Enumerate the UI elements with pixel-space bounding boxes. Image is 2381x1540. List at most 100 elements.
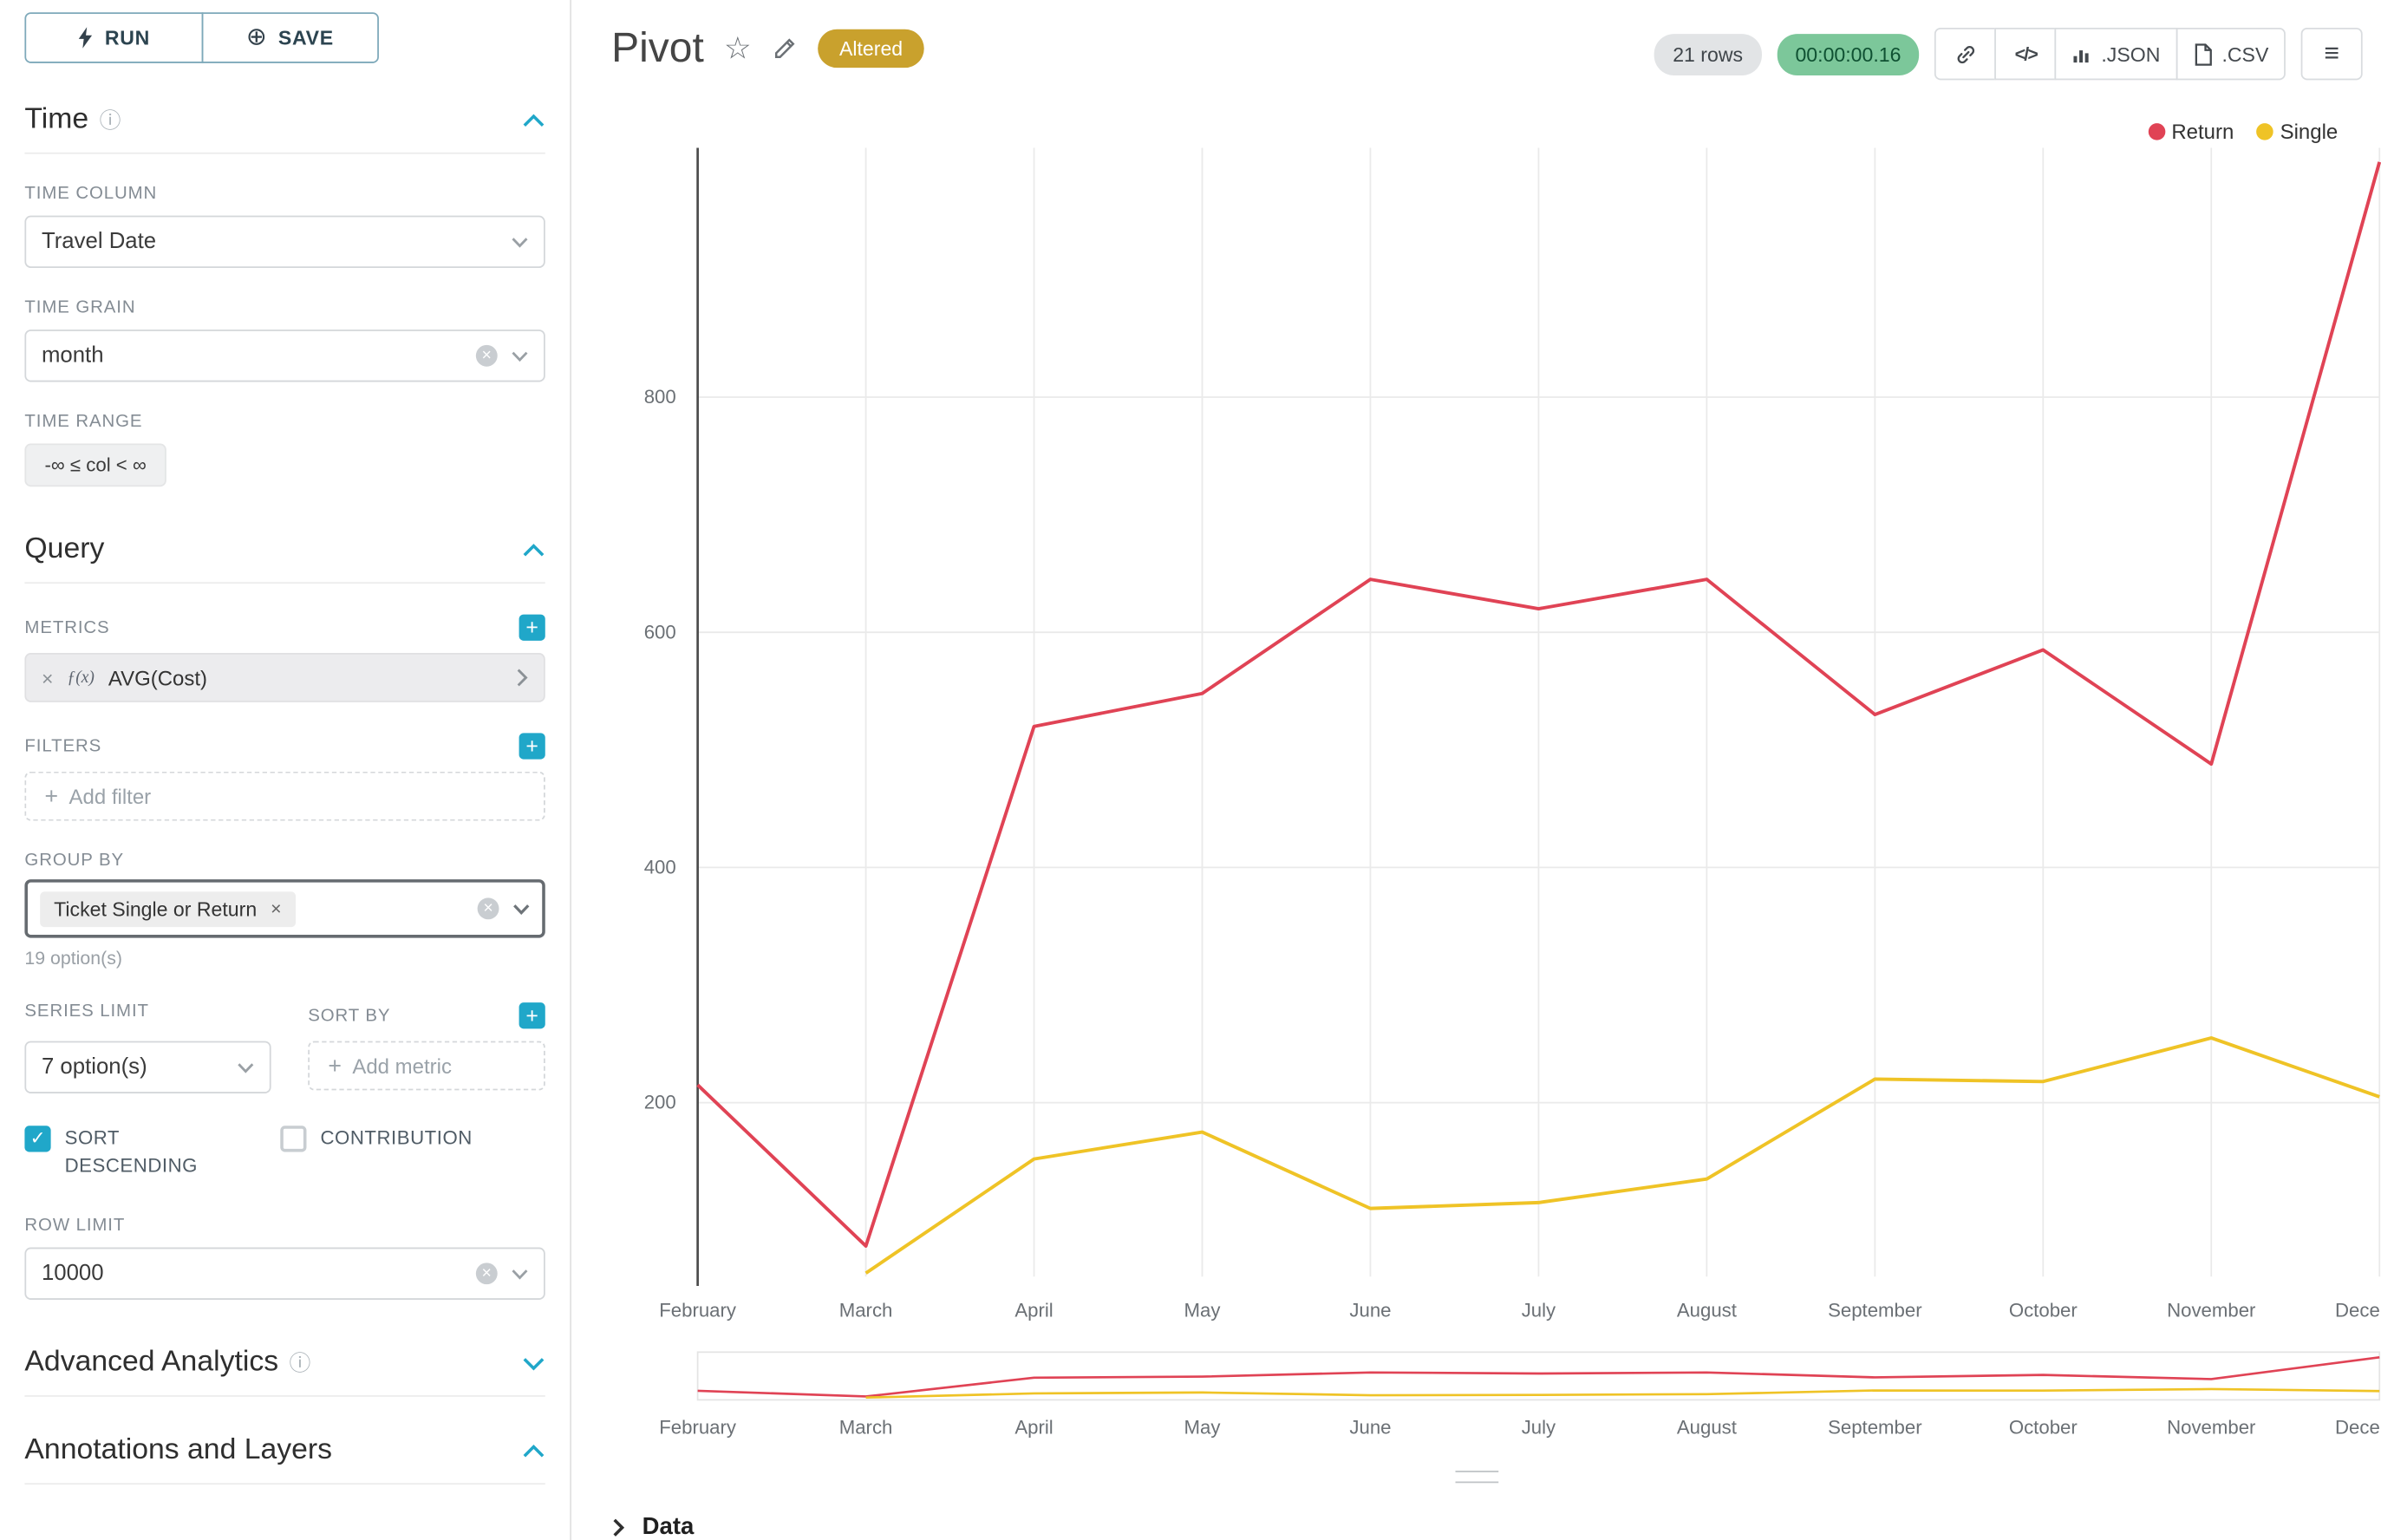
edit-pencil-icon[interactable]: [772, 36, 798, 62]
chart-header: Pivot ☆ Altered: [611, 24, 925, 72]
chevron-down-icon: [512, 350, 528, 362]
svg-text:October: October: [2009, 1416, 2078, 1438]
sort-descending-checkbox[interactable]: ✓ SORT DESCENDING: [24, 1124, 221, 1179]
add-filter-plus-button[interactable]: +: [519, 733, 545, 760]
time-column-select[interactable]: Travel Date: [24, 215, 545, 269]
svg-text:May: May: [1184, 1416, 1222, 1438]
range-selector-minimap[interactable]: February March April May June July August Septe…: [571, 1349, 2381, 1445]
group-by-options-hint: 19 option(s): [24, 947, 122, 969]
chevron-up-icon: [522, 543, 545, 557]
query-section-header[interactable]: Query: [24, 532, 545, 584]
metrics-header-row: METRICS +: [24, 614, 545, 641]
time-section-header[interactable]: Time ⓘ: [24, 103, 545, 154]
svg-text:December: December: [2335, 1416, 2381, 1438]
svg-text:June: June: [1349, 1416, 1391, 1438]
svg-text:March: March: [839, 1416, 893, 1438]
svg-text:May: May: [1184, 1299, 1222, 1321]
filters-label: FILTERS: [24, 736, 102, 756]
export-csv-button[interactable]: .CSV: [2176, 27, 2286, 81]
chart-legend: Return Single: [2148, 121, 2338, 143]
time-range-label: TIME RANGE: [24, 412, 143, 432]
time-grain-label: TIME GRAIN: [24, 298, 136, 317]
clear-icon[interactable]: ×: [475, 344, 498, 367]
advanced-analytics-section-header[interactable]: Advanced Analytics ⓘ: [24, 1347, 545, 1398]
time-range-chip[interactable]: -∞ ≤ col < ∞: [24, 443, 166, 487]
group-by-select[interactable]: Ticket Single or Return × ×: [24, 879, 545, 938]
chevron-right-icon: [613, 1518, 625, 1537]
time-grain-value: month: [41, 343, 104, 369]
svg-text:400: 400: [644, 857, 676, 878]
advanced-analytics-title: Advanced Analytics: [24, 1346, 279, 1379]
chevron-up-icon: [522, 113, 545, 127]
resize-drag-handle[interactable]: [1455, 1471, 1499, 1484]
json-button-label: .JSON: [2101, 42, 2161, 66]
annotations-section-header[interactable]: Annotations and Layers: [24, 1434, 545, 1485]
svg-text:200: 200: [644, 1092, 676, 1113]
chart-menu-button[interactable]: ≡: [2300, 27, 2363, 81]
save-button[interactable]: ⊕ SAVE: [200, 12, 379, 63]
time-grain-select[interactable]: month ×: [24, 330, 545, 382]
csv-button-label: .CSV: [2221, 42, 2269, 66]
add-sort-metric-plus-button[interactable]: +: [519, 1002, 545, 1029]
add-filter-box[interactable]: + Add filter: [24, 771, 545, 821]
checkbox-checked-icon[interactable]: ✓: [24, 1126, 51, 1152]
clear-icon[interactable]: ×: [475, 1263, 498, 1285]
query-timer-badge: 00:00:00.16: [1777, 33, 1920, 75]
svg-text:November: November: [2167, 1299, 2256, 1321]
line-chart[interactable]: 200 400 600 800 February March April May June Jul…: [571, 147, 2381, 1334]
chevron-down-icon: [522, 1356, 545, 1371]
checkbox-unchecked-icon[interactable]: [280, 1126, 307, 1152]
export-json-button[interactable]: .JSON: [2055, 27, 2177, 81]
svg-text:December: December: [2335, 1299, 2381, 1321]
group-by-tag: Ticket Single or Return ×: [40, 891, 296, 927]
file-icon: [2195, 42, 2212, 65]
favorite-star-icon[interactable]: ☆: [723, 32, 752, 67]
svg-text:July: July: [1522, 1416, 1556, 1438]
row-limit-select[interactable]: 10000 ×: [24, 1248, 545, 1301]
group-by-label: GROUP BY: [24, 852, 124, 871]
chevron-up-icon: [522, 1444, 545, 1458]
series-sort-row: SERIES LIMIT SORT BY + 7 option(s) + Add…: [24, 1002, 545, 1093]
series-limit-select[interactable]: 7 option(s): [24, 1041, 271, 1093]
svg-text:April: April: [1014, 1416, 1053, 1438]
checkbox-row: ✓ SORT DESCENDING CONTRIBUTION: [24, 1124, 545, 1179]
query-section-title: Query: [24, 532, 105, 565]
sort-descending-label: SORT DESCENDING: [64, 1127, 198, 1178]
run-button[interactable]: RUN: [24, 12, 203, 63]
row-count-badge: 21 rows: [1654, 33, 1762, 75]
clear-icon[interactable]: ×: [477, 897, 499, 920]
svg-text:800: 800: [644, 386, 676, 408]
legend-item-return[interactable]: Return: [2148, 121, 2234, 143]
contribution-label: CONTRIBUTION: [320, 1127, 473, 1149]
plus-icon: +: [328, 1052, 342, 1080]
metric-pill-avg-cost[interactable]: × ƒ(x) AVG(Cost): [24, 653, 545, 702]
function-icon: ƒ(x): [67, 668, 95, 688]
metric-name: AVG(Cost): [108, 666, 208, 689]
data-panel-toggle[interactable]: Data: [611, 1514, 694, 1540]
remove-metric-icon[interactable]: ×: [41, 666, 54, 689]
contribution-checkbox[interactable]: CONTRIBUTION: [280, 1124, 473, 1179]
legend-item-single[interactable]: Single: [2256, 121, 2338, 143]
plus-icon: +: [44, 783, 59, 810]
add-metric-plus-button[interactable]: +: [519, 614, 545, 641]
chevron-down-icon: [512, 237, 528, 247]
add-metric-label: Add metric: [352, 1054, 452, 1078]
add-sort-metric-box[interactable]: + Add metric: [308, 1041, 545, 1091]
remove-tag-icon[interactable]: ×: [271, 897, 282, 920]
metrics-label: METRICS: [24, 618, 110, 637]
link-icon: [1957, 45, 1974, 63]
svg-text:August: August: [1677, 1416, 1737, 1438]
legend-dot-icon: [2148, 123, 2166, 140]
chart-toolbar: 21 rows 00:00:00.16 </> .J: [1654, 27, 2363, 81]
annotations-title: Annotations and Layers: [24, 1433, 333, 1467]
view-query-button[interactable]: </>: [1994, 27, 2057, 81]
info-icon: ⓘ: [289, 1350, 311, 1376]
svg-text:February: February: [659, 1416, 737, 1438]
info-icon: ⓘ: [99, 108, 121, 133]
run-button-label: RUN: [104, 26, 151, 49]
copy-link-button[interactable]: [1934, 27, 1997, 81]
legend-dot-icon: [2256, 123, 2274, 140]
svg-text:June: June: [1349, 1299, 1391, 1321]
run-save-button-group: RUN ⊕ SAVE: [24, 12, 379, 63]
